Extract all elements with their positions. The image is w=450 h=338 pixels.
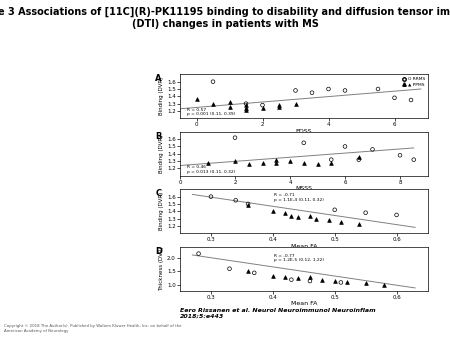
X-axis label: Mean FA: Mean FA xyxy=(291,244,317,249)
Point xyxy=(343,279,351,285)
Point xyxy=(226,266,233,271)
Point xyxy=(245,161,252,167)
Text: Copyright © 2018 The Author(s). Published by Wolters Kluwer Health, Inc. on beha: Copyright © 2018 The Author(s). Publishe… xyxy=(4,324,182,333)
Point xyxy=(393,212,400,218)
Point xyxy=(362,280,369,286)
Y-axis label: Thickness (DVR): Thickness (DVR) xyxy=(159,246,164,291)
Point xyxy=(232,197,239,203)
Point xyxy=(244,203,252,208)
Text: R = 0.57
p = 0.001 (0.11, 0.39): R = 0.57 p = 0.001 (0.11, 0.39) xyxy=(188,107,236,116)
Point xyxy=(282,210,289,215)
Point xyxy=(204,160,211,165)
Point xyxy=(306,275,314,280)
Point xyxy=(193,97,200,102)
Point xyxy=(259,102,266,108)
Point xyxy=(243,102,250,108)
Point xyxy=(356,222,363,227)
Point xyxy=(328,157,335,162)
Point xyxy=(226,99,233,105)
Point xyxy=(308,90,315,95)
Point xyxy=(275,102,283,108)
Y-axis label: Binding (DVR): Binding (DVR) xyxy=(159,135,164,173)
Point xyxy=(259,105,266,111)
Point xyxy=(292,88,299,93)
Point xyxy=(312,216,319,221)
Point xyxy=(273,157,280,162)
Point xyxy=(209,102,216,107)
Point xyxy=(209,79,216,84)
Point xyxy=(369,147,376,152)
Text: C: C xyxy=(155,189,162,198)
Point xyxy=(338,280,345,285)
Point xyxy=(231,135,239,140)
Point xyxy=(374,86,382,92)
Point xyxy=(231,159,239,164)
Text: D: D xyxy=(155,247,162,256)
Point xyxy=(207,194,215,199)
Point xyxy=(244,269,252,274)
Point xyxy=(300,160,307,165)
Point xyxy=(355,157,362,162)
Point xyxy=(292,101,299,106)
Point xyxy=(319,277,326,283)
Point xyxy=(328,160,335,165)
Text: Eero Rissanen et al. Neurol Neuroimmunol Neuroinflam
2018;5:e443: Eero Rissanen et al. Neurol Neuroimmunol… xyxy=(180,308,376,318)
Point xyxy=(306,213,314,218)
Point xyxy=(342,144,349,149)
Point xyxy=(331,207,338,213)
Y-axis label: Binding (DVR): Binding (DVR) xyxy=(159,77,164,116)
X-axis label: EDSS: EDSS xyxy=(296,129,312,134)
Point xyxy=(294,275,301,281)
Point xyxy=(294,214,301,220)
Text: R = -0.77
p = 1.2E-5 (0.12, 1.22): R = -0.77 p = 1.2E-5 (0.12, 1.22) xyxy=(274,254,324,262)
Point xyxy=(195,251,202,256)
Point xyxy=(362,210,369,215)
Point xyxy=(391,95,398,100)
Point xyxy=(338,220,345,225)
X-axis label: MSSS: MSSS xyxy=(295,186,312,191)
Point xyxy=(355,155,362,160)
Point xyxy=(288,213,295,218)
Legend: O RRMS, ▲ PPMS: O RRMS, ▲ PPMS xyxy=(402,77,425,87)
Point xyxy=(286,159,293,164)
Point xyxy=(251,270,258,275)
Point xyxy=(300,140,307,145)
Y-axis label: Binding (DVR): Binding (DVR) xyxy=(159,192,164,231)
Point xyxy=(410,157,417,162)
Point xyxy=(325,217,332,223)
Point xyxy=(325,86,332,92)
Point xyxy=(243,101,250,106)
Point xyxy=(314,161,321,167)
Point xyxy=(243,107,250,112)
X-axis label: Mean FA: Mean FA xyxy=(291,301,317,306)
Point xyxy=(269,273,276,278)
Text: B: B xyxy=(155,132,162,141)
Point xyxy=(306,279,314,284)
Point xyxy=(381,283,388,288)
Text: Figure 3 Associations of [11C](R)-PK11195 binding to disability and diffusion te: Figure 3 Associations of [11C](R)-PK1119… xyxy=(0,7,450,29)
Point xyxy=(273,160,280,165)
Point xyxy=(331,279,338,284)
Point xyxy=(226,104,233,109)
Point xyxy=(244,201,252,207)
Point xyxy=(282,274,289,280)
Text: R = 0.46
p = 0.013 (0.11, 0.32): R = 0.46 p = 0.013 (0.11, 0.32) xyxy=(188,165,236,174)
Point xyxy=(259,160,266,165)
Text: R = -0.71
p = 1.1E-4 (0.11, 0.32): R = -0.71 p = 1.1E-4 (0.11, 0.32) xyxy=(274,193,324,201)
Point xyxy=(396,152,404,158)
Point xyxy=(342,88,349,93)
Point xyxy=(269,209,276,214)
Point xyxy=(407,97,414,103)
Point xyxy=(243,105,250,111)
Point xyxy=(275,105,283,110)
Point xyxy=(288,277,295,283)
Text: A: A xyxy=(155,74,162,83)
